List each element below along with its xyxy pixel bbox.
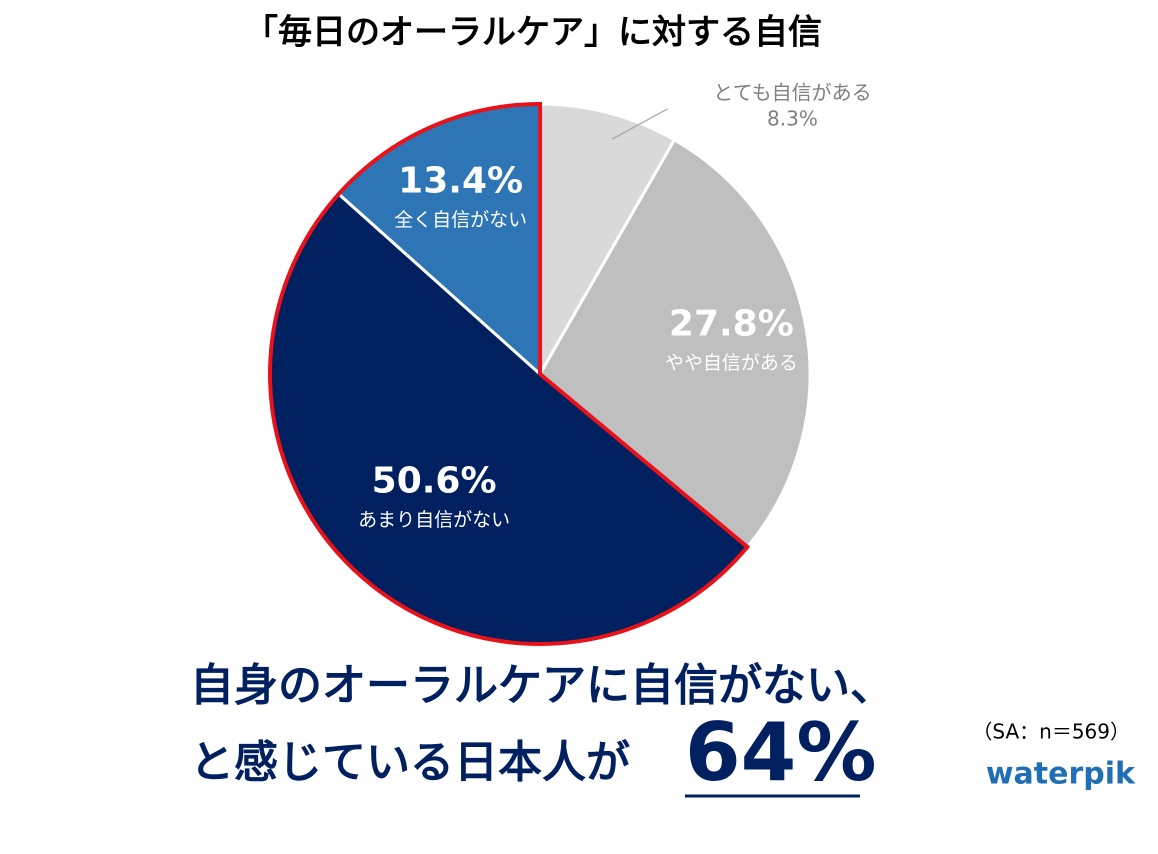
note: （SA：n＝569） [972,720,1130,744]
category-label: とても自信がある [713,80,871,104]
leader-line [612,108,668,140]
category-label: やや自信がある [665,352,798,374]
value-label: 50.6% [372,461,497,502]
category-label: 全く自信がない [394,209,527,231]
category-label: あまり自信がない [358,509,510,531]
annotation-line: 自身のオーラルケアに自信がない、 [190,660,894,711]
logo: waterpik [986,757,1136,792]
value-label: 13.4% [398,161,523,202]
annotation-emphasis: 64% [685,706,876,799]
value-label: 8.3% [767,106,818,130]
value-label: 27.8% [669,304,794,345]
chart-title: 「毎日のオーラルケア」に対する自信 [244,13,822,53]
pie-slice [538,102,677,380]
annotation-line: と感じている日本人が [190,737,630,788]
highlight-outline [268,101,751,646]
pie-slice [538,137,812,550]
